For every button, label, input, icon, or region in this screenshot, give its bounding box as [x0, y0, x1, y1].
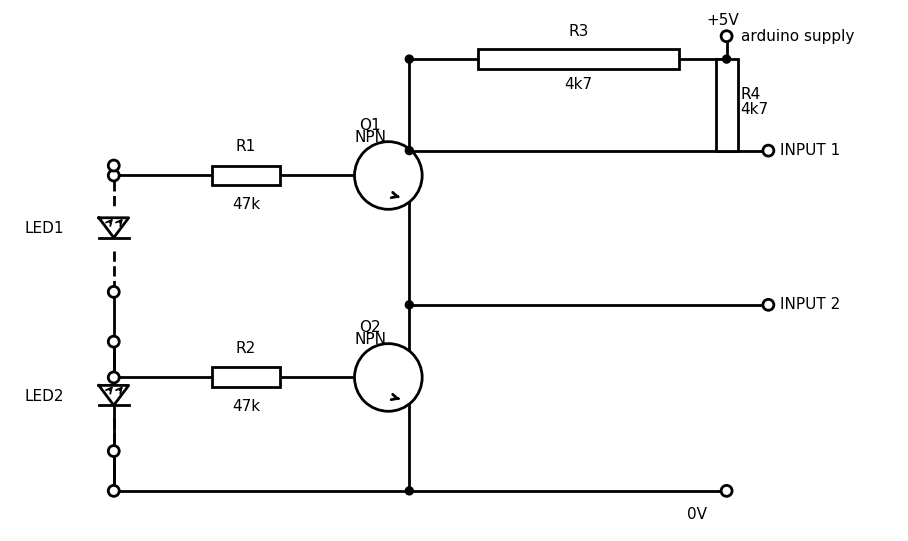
Text: INPUT 2: INPUT 2	[780, 298, 841, 312]
Text: LED2: LED2	[25, 389, 64, 404]
Circle shape	[108, 485, 119, 496]
Circle shape	[108, 446, 119, 457]
Text: Q2: Q2	[360, 320, 381, 335]
Circle shape	[763, 145, 774, 156]
Bar	[478, 49, 679, 69]
Circle shape	[721, 31, 732, 42]
Circle shape	[405, 55, 413, 63]
Circle shape	[108, 170, 119, 181]
Circle shape	[721, 485, 732, 496]
Circle shape	[108, 286, 119, 298]
Polygon shape	[99, 385, 129, 405]
Text: NPN: NPN	[354, 130, 387, 145]
Text: R2: R2	[236, 341, 256, 355]
Bar	[716, 59, 737, 150]
Text: R1: R1	[236, 138, 256, 154]
Text: Q1: Q1	[360, 118, 381, 133]
Circle shape	[108, 372, 119, 383]
Text: 47k: 47k	[232, 197, 260, 213]
Text: NPN: NPN	[354, 332, 387, 347]
Text: INPUT 1: INPUT 1	[780, 143, 841, 158]
Circle shape	[354, 142, 422, 209]
Text: R3: R3	[568, 24, 588, 39]
Text: 0V: 0V	[686, 507, 706, 522]
Text: LED1: LED1	[25, 221, 64, 236]
Text: 4k7: 4k7	[741, 102, 769, 117]
Bar	[212, 166, 280, 186]
Circle shape	[354, 344, 422, 411]
Circle shape	[723, 55, 731, 63]
Bar	[212, 367, 280, 387]
Text: +5V: +5V	[706, 13, 739, 28]
Text: 4k7: 4k7	[564, 77, 592, 92]
Circle shape	[108, 336, 119, 347]
Circle shape	[763, 299, 774, 311]
Text: arduino supply: arduino supply	[741, 29, 854, 44]
Circle shape	[405, 487, 413, 495]
Text: 47k: 47k	[232, 399, 260, 414]
Text: R4: R4	[741, 88, 761, 102]
Circle shape	[405, 147, 413, 155]
Circle shape	[405, 301, 413, 309]
Polygon shape	[99, 218, 129, 237]
Circle shape	[108, 160, 119, 171]
